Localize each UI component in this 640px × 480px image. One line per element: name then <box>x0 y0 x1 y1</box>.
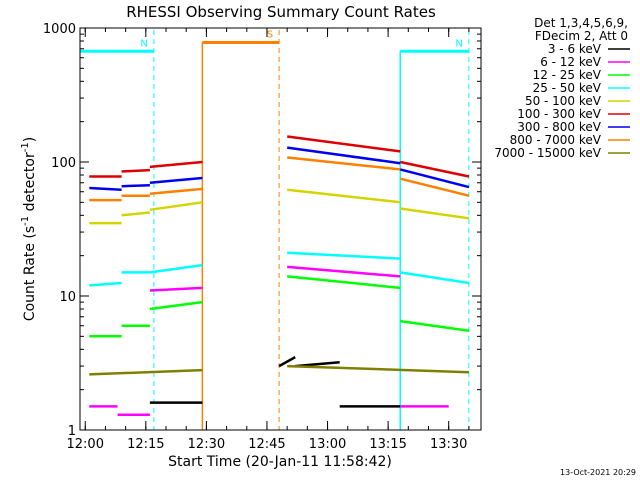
legend-label: 50 - 100 keV <box>525 94 602 108</box>
series-segment <box>89 186 122 192</box>
series-segment <box>400 207 470 220</box>
x-tick-label: 12:30 <box>188 437 225 452</box>
y-axis-ticks: 1 10 100 1000 <box>43 22 481 439</box>
legend-label: 25 - 50 keV <box>533 81 602 95</box>
x-tick-label: 12:45 <box>248 437 285 452</box>
series-segment <box>287 146 401 165</box>
series-segment <box>287 265 401 278</box>
series-segment <box>149 187 203 195</box>
series-0 <box>149 356 401 408</box>
chart-title: RHESSI Observing Summary Count Rates <box>126 3 436 21</box>
series-2 <box>89 275 470 338</box>
series-segment <box>287 275 401 290</box>
flag-annotations: N NS <box>80 29 470 430</box>
series-segment <box>121 168 150 173</box>
series-segment <box>89 368 203 376</box>
x-axis-label: Start Time (20-Jan-11 11:58:42) <box>168 454 392 470</box>
legend-title-line2: FDecim 2, Att 0 <box>535 29 628 43</box>
series-segment <box>287 251 401 260</box>
series-segment <box>149 176 203 185</box>
series-segment <box>121 184 150 188</box>
y-tick-label: 1000 <box>43 22 76 37</box>
series-segment <box>400 319 470 333</box>
series-3 <box>89 251 470 287</box>
series-segment <box>149 201 203 212</box>
legend-label: 800 - 7000 keV <box>510 133 602 147</box>
x-tick-label: 12:15 <box>127 437 164 452</box>
series-7 <box>89 41 470 202</box>
series-5 <box>89 135 470 178</box>
series-segment <box>400 271 470 285</box>
plot-frame <box>79 27 482 431</box>
series-4 <box>89 188 470 225</box>
series-layer <box>89 41 470 416</box>
y-tick-label: 10 <box>59 290 76 305</box>
legend-title-line1: Det 1,3,4,5,6,9, <box>534 16 628 30</box>
legend-label: 300 - 800 keV <box>517 120 601 134</box>
flag-label: N <box>140 38 147 49</box>
series-segment <box>287 135 401 153</box>
legend-label: 6 - 12 keV <box>540 55 602 69</box>
series-segment <box>149 263 203 274</box>
legend-label: 3 - 6 keV <box>548 42 602 56</box>
series-segment <box>121 211 151 217</box>
x-tick-label: 13:30 <box>430 437 467 452</box>
x-tick-label: 12:00 <box>67 437 104 452</box>
series-1 <box>89 265 449 416</box>
legend-label: 100 - 300 keV <box>517 107 601 121</box>
y-tick-label: 1 <box>68 424 76 439</box>
x-tick-label: 13:00 <box>309 437 346 452</box>
y-tick-label: 100 <box>51 156 76 171</box>
legend-label: 7000 - 15000 keV <box>494 146 601 160</box>
series-segment <box>149 160 203 169</box>
series-segment <box>149 286 203 292</box>
flag-label: S <box>267 29 273 40</box>
footer-date: 13-Oct-2021 20:29 <box>560 468 636 477</box>
x-tick-label: 13:15 <box>369 437 406 452</box>
series-segment <box>399 160 470 178</box>
series-segment <box>399 177 470 197</box>
series-segment <box>287 364 469 374</box>
series-8 <box>89 364 469 376</box>
x-axis-ticks: 12:00 12:15 12:30 12:45 13:00 13:15 13:30 <box>67 28 470 452</box>
series-segment <box>287 156 401 171</box>
series-segment <box>278 356 296 368</box>
series-segment <box>89 281 122 287</box>
legend-label: 12 - 25 keV <box>533 68 602 82</box>
series-segment <box>399 168 470 189</box>
y-axis-label: Count Rate (s-1 detector-1) <box>20 137 38 321</box>
series-segment <box>149 300 203 311</box>
flag-label: N <box>455 38 462 49</box>
series-segment <box>287 188 401 204</box>
series-6 <box>89 146 470 192</box>
